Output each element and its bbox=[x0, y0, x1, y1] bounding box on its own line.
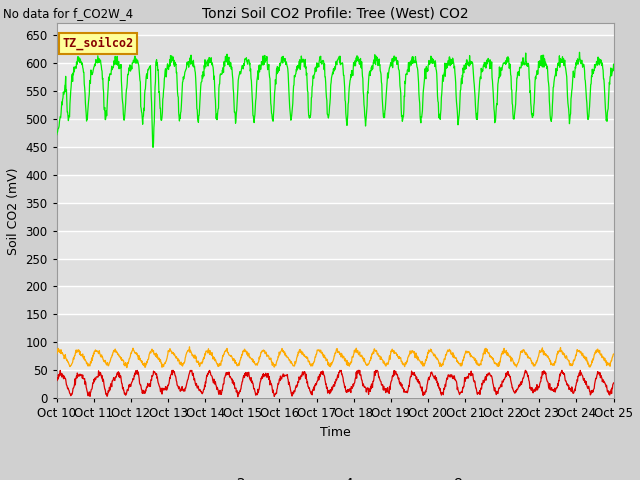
Y-axis label: Soil CO2 (mV): Soil CO2 (mV) bbox=[7, 167, 20, 255]
Bar bbox=[57, 259, 614, 287]
X-axis label: Time: Time bbox=[320, 426, 351, 439]
Legend: -2cm, -4cm, -8cm: -2cm, -4cm, -8cm bbox=[181, 471, 490, 480]
Bar bbox=[57, 146, 614, 175]
Bar bbox=[57, 203, 614, 230]
Text: TZ_soilco2: TZ_soilco2 bbox=[62, 36, 134, 50]
Text: No data for f_CO2W_4: No data for f_CO2W_4 bbox=[3, 7, 133, 20]
Bar bbox=[57, 91, 614, 119]
Bar bbox=[57, 314, 614, 342]
Bar bbox=[57, 35, 614, 63]
Bar bbox=[57, 371, 614, 398]
Title: Tonzi Soil CO2 Profile: Tree (West) CO2: Tonzi Soil CO2 Profile: Tree (West) CO2 bbox=[202, 7, 468, 21]
